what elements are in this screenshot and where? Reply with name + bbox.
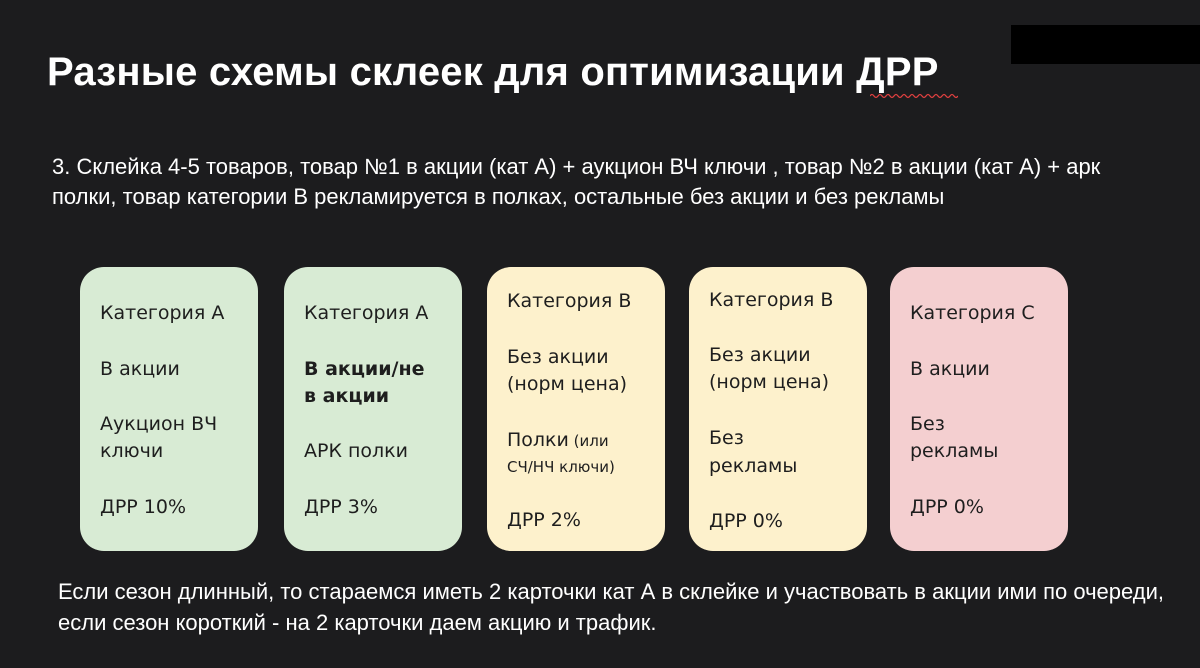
card-category: Категория А [304,302,429,324]
card-drr: ДРР 10% [100,496,187,518]
card-category-b-shelves: Категория В Без акции (норм цена) Полки … [487,267,665,551]
card-promo-line-2: (норм цена) [507,373,627,395]
card-promo-line-2: (норм цена) [709,371,829,393]
card-promo-line-2: в акции [304,385,390,407]
card-ads-note: (или [568,432,609,450]
card-ads-line-1: Без [709,427,744,449]
card-ads-main: Полки [507,429,569,451]
slide-title: Разные схемы склеек для оптимизации ДРР [47,50,939,94]
intro-text: 3. Склейка 4-5 товаров, товар №1 в акции… [52,154,1101,209]
card-promo: В акции [910,358,990,380]
card-drr: ДРР 0% [910,496,984,518]
card-promo-line-1: Без акции [709,344,811,366]
card-category-a-shelves: Категория А В акции/не в акции АРК полки… [284,267,462,551]
card-ads-line-1: Полки (или [507,427,657,455]
card-promo-line-1: В акции/не [304,358,425,380]
card-ads-line-1: Аукцион ВЧ [100,413,218,435]
card-ads: АРК полки [304,440,408,462]
card-promo: В акции [100,358,180,380]
card-category-a-auction: Категория А В акции Аукцион ВЧ ключи ДРР… [80,267,258,551]
card-category-b-no-ads: Категория В Без акции (норм цена) Без ре… [689,267,867,551]
card-category: Категория В [709,289,834,311]
card-ads-line-2: ключи [100,440,164,462]
footer-text: Если сезон длинный, то стараемся иметь 2… [58,579,1165,635]
card-ads-line-2: рекламы [910,440,999,462]
card-drr: ДРР 3% [304,496,378,518]
card-ads-line-1: Без [910,413,945,435]
card-drr: ДРР 2% [507,509,581,531]
card-promo-line-1: Без акции [507,346,609,368]
card-ads-line-2: СЧ/НЧ ключи) [507,458,615,476]
card-category-c: Категория С В акции Без рекламы ДРР 0% [890,267,1068,551]
spellcheck-underline [870,93,958,99]
card-drr: ДРР 0% [709,510,783,532]
redaction-box [1011,25,1200,64]
card-category: Категория В [507,290,632,312]
card-category: Категория А [100,302,225,324]
card-ads-line-2: рекламы [709,455,798,477]
card-category: Категория С [910,302,1035,324]
